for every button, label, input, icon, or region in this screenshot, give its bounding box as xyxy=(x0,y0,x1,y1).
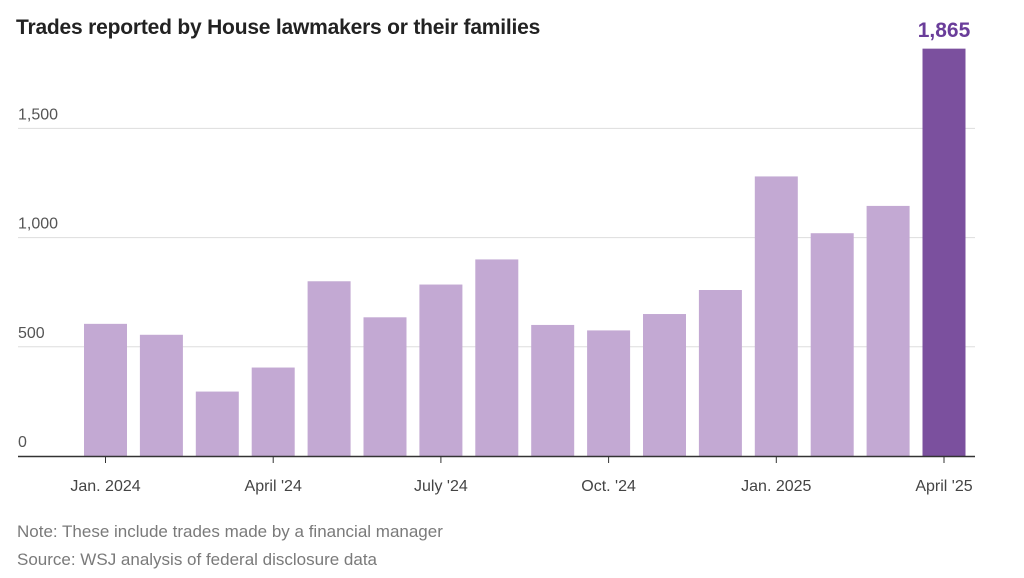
bar xyxy=(643,314,686,456)
footnotes: Note: These include trades made by a fin… xyxy=(17,518,443,574)
bar xyxy=(587,330,631,456)
x-tick-label: April '25 xyxy=(915,478,972,495)
bar xyxy=(307,281,351,456)
note-text: Note: These include trades made by a fin… xyxy=(17,522,443,541)
chart-title: Trades reported by House lawmakers or th… xyxy=(16,16,541,39)
bar xyxy=(139,334,183,456)
bar xyxy=(195,391,239,456)
bar xyxy=(922,48,966,456)
x-tick-label: April '24 xyxy=(245,478,302,495)
x-tick-label: Jan. 2025 xyxy=(741,478,811,495)
value-labels: 1,865 xyxy=(918,19,971,42)
bars xyxy=(18,48,975,458)
y-tick-label: 1,500 xyxy=(18,106,58,123)
bar xyxy=(531,324,575,456)
source-text: Source: WSJ analysis of federal disclosu… xyxy=(17,550,378,569)
y-tick-label: 0 xyxy=(18,434,27,451)
y-tick-label: 500 xyxy=(18,325,45,342)
bar xyxy=(419,284,463,456)
bar xyxy=(810,233,854,456)
bar xyxy=(363,317,407,456)
x-axis-ticks: Jan. 2024 April '24 July '24 Oct. '24 Jan. 2… xyxy=(70,456,973,495)
bar xyxy=(475,259,519,456)
x-tick-label: Oct. '24 xyxy=(581,478,636,495)
y-axis-ticks: 0 500 1,000 1,500 xyxy=(18,106,58,451)
bar xyxy=(754,176,798,456)
bar xyxy=(866,205,910,456)
bar xyxy=(251,367,295,456)
bar xyxy=(698,290,742,456)
x-tick-label: Jan. 2024 xyxy=(70,478,140,495)
y-tick-label: 1,000 xyxy=(18,216,58,233)
highlight-value-label: 1,865 xyxy=(918,19,971,42)
x-tick-label: July '24 xyxy=(414,478,468,495)
bar xyxy=(84,323,127,456)
bar-chart: 0 500 1,000 1,500 Jan. 2024 April '24 July '2… xyxy=(18,19,975,495)
